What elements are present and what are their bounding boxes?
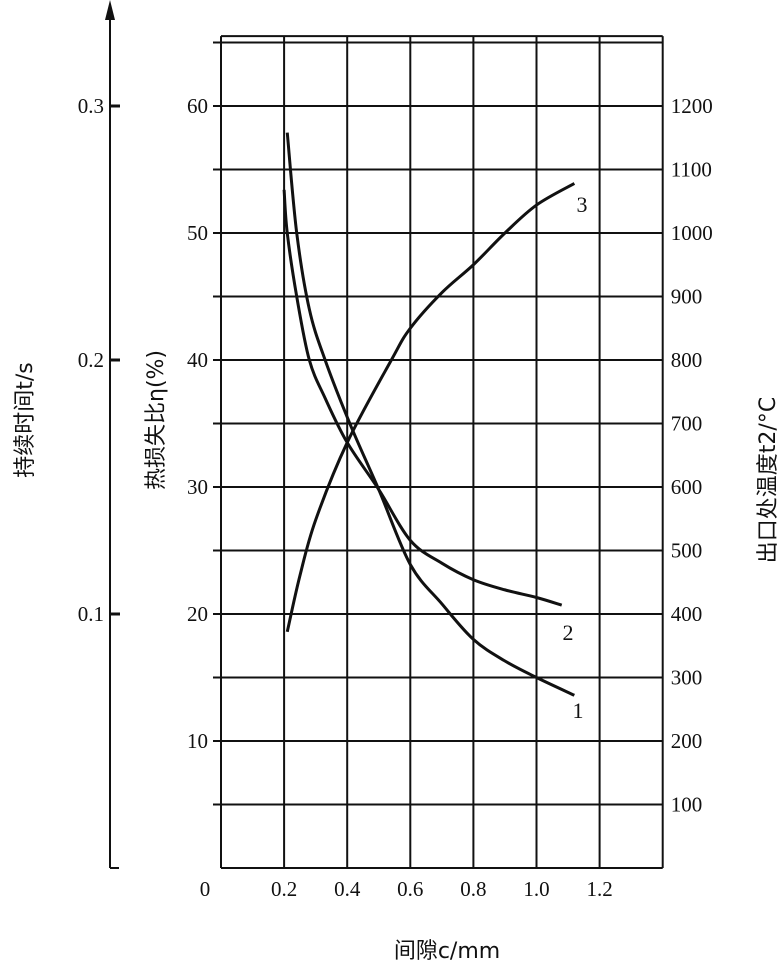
left-axis-label: 热损失比η(%)	[144, 350, 169, 490]
right-tick-label: 1000	[671, 221, 713, 245]
time-tick-label: 0.3	[78, 94, 104, 118]
right-tick-label: 200	[671, 729, 703, 753]
series-label-3: 3	[577, 192, 588, 217]
series-line-1	[285, 132, 575, 697]
x-tick-label: 0.4	[334, 877, 361, 901]
right-tick-label: 300	[671, 666, 703, 690]
left-tick-label: 60	[187, 94, 208, 118]
right-axis-label: 出口处温度t2/°C	[756, 397, 781, 563]
left-tick-label: 30	[187, 475, 208, 499]
x-tick-label: 0	[200, 877, 211, 901]
x-tick-label: 1.2	[586, 877, 612, 901]
right-tick-label: 100	[671, 793, 703, 817]
series-label-2: 2	[563, 620, 574, 645]
time-tick-label: 0.1	[78, 602, 104, 626]
left-tick-label: 20	[187, 602, 208, 626]
right-tick-label: 900	[671, 285, 703, 309]
x-axis-label: 间隙c/mm	[394, 939, 500, 964]
arrow-up-icon	[105, 0, 115, 20]
x-tick-label: 0.6	[397, 877, 423, 901]
right-tick-label: 1200	[671, 94, 713, 118]
far-left-axis-label: 持续时间t/s	[13, 362, 38, 478]
tick-labels: 1020304050601002003004005006007008009001…	[78, 94, 713, 901]
right-tick-label: 1100	[671, 158, 712, 182]
series-label-1: 1	[573, 698, 584, 723]
right-tick-label: 400	[671, 602, 703, 626]
series-line-3	[285, 182, 576, 633]
x-tick-label: 0.8	[460, 877, 486, 901]
axes	[105, 0, 221, 869]
grid	[220, 35, 664, 869]
right-tick-label: 500	[671, 539, 703, 563]
left-tick-label: 10	[187, 729, 208, 753]
left-tick-label: 40	[187, 348, 208, 372]
x-tick-label: 1.0	[523, 877, 549, 901]
left-tick-label: 50	[187, 221, 208, 245]
right-tick-label: 800	[671, 348, 703, 372]
time-tick-label: 0.2	[78, 348, 104, 372]
x-tick-label: 0.2	[271, 877, 297, 901]
series-line-2	[282, 189, 563, 607]
curves	[282, 132, 576, 697]
right-tick-label: 700	[671, 412, 703, 436]
right-tick-label: 600	[671, 475, 703, 499]
